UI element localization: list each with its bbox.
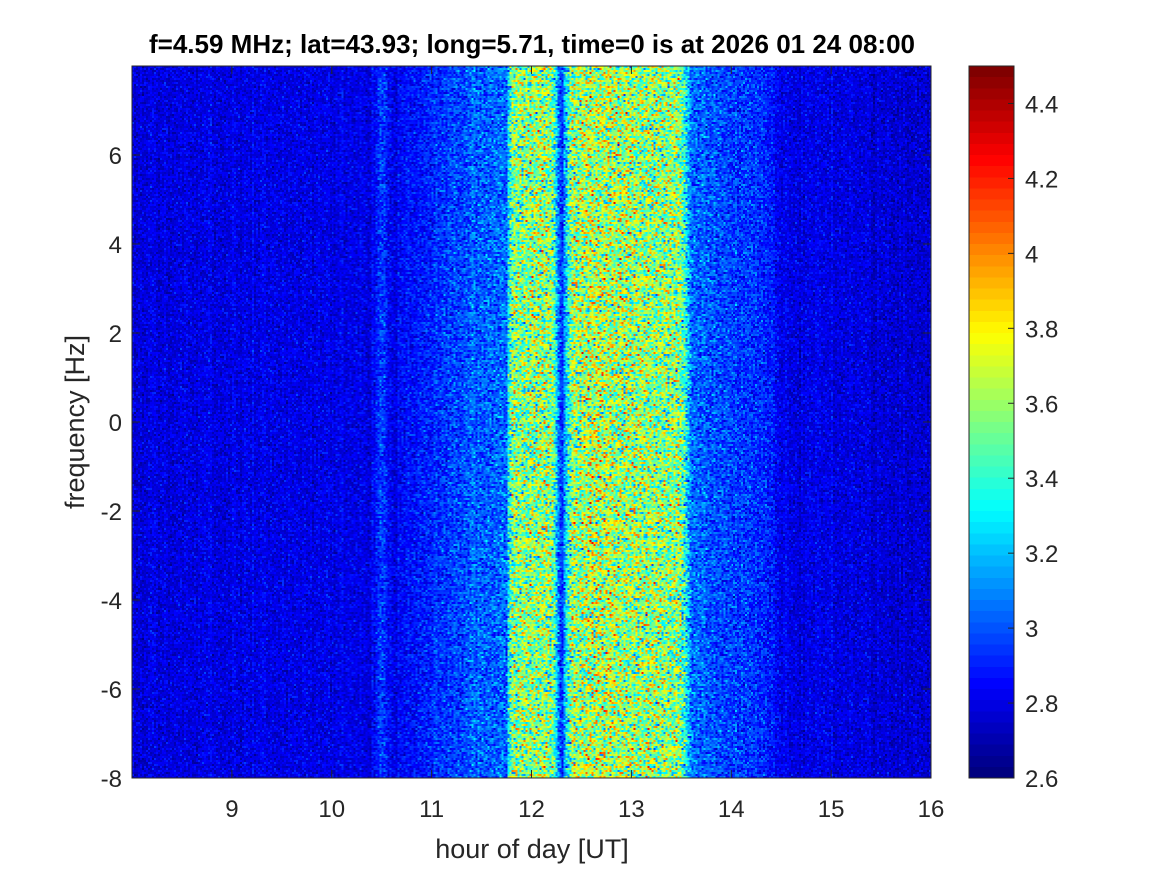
x-tick-label: 9 [225,796,238,823]
colorbar-ticks: 2.6 2.8 3 3.2 3.4 3.6 3.8 4 4.2 4.4 [1008,91,1058,793]
spectrogram-heatmap [132,66,931,778]
y-axis: -8 -6 -4 -2 0 2 4 6 [101,143,931,793]
x-tick-label: 14 [718,796,745,823]
x-tick-label: 12 [518,796,545,823]
y-tick-label: -6 [101,677,122,704]
colorbar-tick-label: 3.4 [1025,466,1058,493]
y-tick-label: 4 [109,232,122,259]
colorbar-tick-label: 3.8 [1025,316,1058,343]
x-axis-label: hour of day [UT] [435,834,629,864]
colorbar-frame [968,65,1015,779]
colorbar-tick-label: 3.2 [1025,541,1058,568]
x-tick-label: 16 [918,796,945,823]
heatmap-container [132,66,931,778]
chart-title: f=4.59 MHz; lat=43.93; long=5.71, time=0… [149,29,915,59]
colorbar: 2.6 2.8 3 3.2 3.4 3.6 3.8 4 4.2 4.4 [968,65,1058,793]
x-tick-label: 15 [818,796,845,823]
x-axis: 9 10 11 12 13 14 15 16 [225,66,944,823]
y-axis-label: frequency [Hz] [60,335,90,509]
colorbar-tick-label: 4.2 [1025,166,1058,193]
colorbar-tick-label: 2.6 [1025,766,1058,793]
colorbar-tick-label: 2.8 [1025,691,1058,718]
colorbar-tick-label: 3.6 [1025,391,1058,418]
y-tick-label: -8 [101,766,122,793]
x-tick-label: 10 [318,796,345,823]
plot-area [131,65,932,779]
x-tick-label: 11 [419,796,444,823]
y-tick-label: 2 [109,321,122,348]
y-tick-label: 0 [109,410,122,437]
x-tick-label: 13 [618,796,645,823]
colorbar-tick-label: 4.4 [1025,91,1058,118]
y-tick-label: -2 [101,499,122,526]
colorbar-tick-label: 3 [1025,616,1038,643]
colorbar-container [969,66,1014,778]
y-tick-label: 6 [109,143,122,170]
colorbar-tick-label: 4 [1025,241,1038,268]
colorbar-gradient [969,66,1014,778]
y-tick-label: -4 [101,588,122,615]
